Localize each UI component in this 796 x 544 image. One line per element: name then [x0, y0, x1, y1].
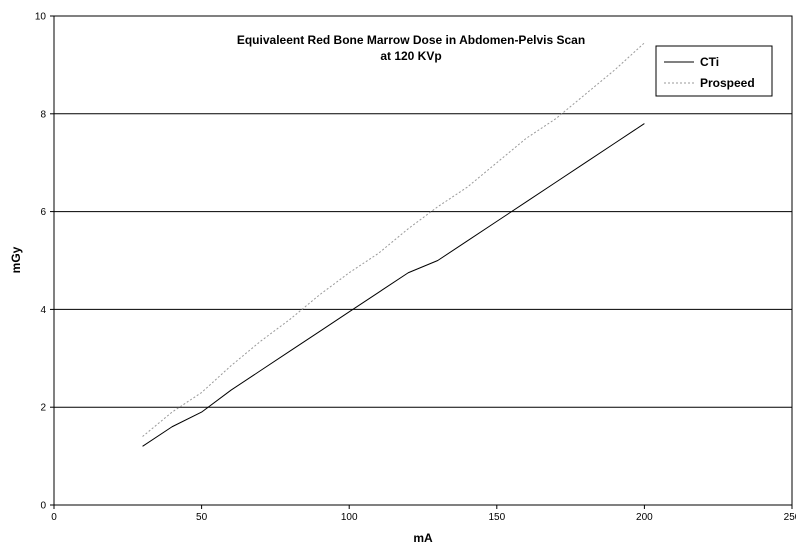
gridlines — [54, 113, 792, 408]
y-tick-label: 2 — [40, 403, 46, 414]
x-tick-label: 200 — [636, 512, 653, 523]
legend-label-cti: CTi — [700, 55, 719, 69]
legend-box — [655, 45, 773, 97]
y-tick-label: 8 — [40, 109, 46, 120]
x-tick-label: 0 — [51, 512, 57, 523]
x-tick-label: 250 — [784, 512, 796, 523]
y-tick-label: 4 — [40, 305, 46, 316]
y-axis-title: mGy — [9, 246, 23, 273]
axis-ticks — [50, 15, 793, 509]
y-tick-label: 6 — [40, 207, 46, 218]
x-tick-labels: 0 50 100 150 200 250 — [51, 512, 796, 523]
x-tick-label: 150 — [488, 512, 505, 523]
legend: CTi Prospeed — [655, 45, 773, 97]
series-line-prospeed — [142, 42, 645, 437]
y-tick-labels: 0 2 4 6 8 10 — [35, 12, 47, 512]
legend-label-prospeed: Prospeed — [700, 76, 755, 90]
chart-subtitle: at 120 KVp — [380, 49, 441, 63]
y-tick-label: 0 — [40, 501, 46, 512]
chart-title: Equivaleent Red Bone Marrow Dose in Abdo… — [237, 33, 585, 47]
series-line-cti — [142, 123, 645, 447]
x-axis-title: mA — [413, 531, 433, 544]
x-tick-label: 100 — [341, 512, 358, 523]
plot-area — [53, 15, 793, 506]
series-layer — [142, 42, 645, 447]
x-tick-label: 50 — [196, 512, 208, 523]
y-tick-label: 10 — [35, 12, 47, 23]
